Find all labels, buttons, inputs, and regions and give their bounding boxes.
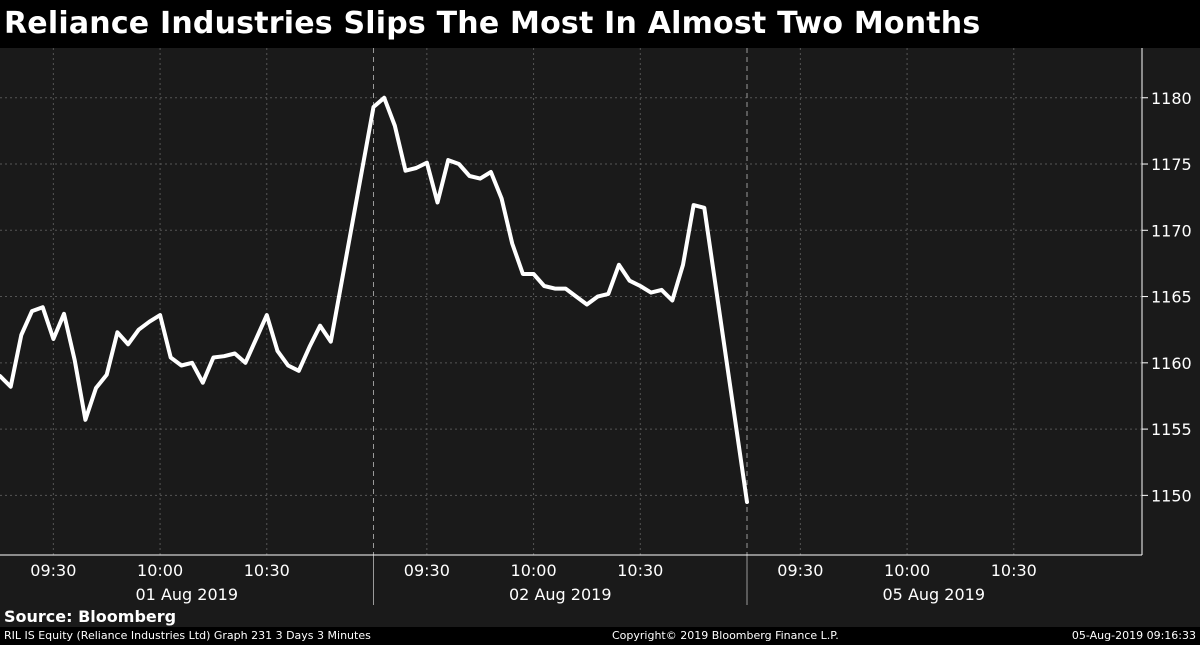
x-tick-label: 10:30	[617, 561, 663, 580]
grid-layer	[0, 48, 1142, 555]
y-tick-label: 1175	[1151, 155, 1192, 174]
title-bar: Reliance Industries Slips The Most In Al…	[0, 0, 1200, 48]
source-bar: Source: Bloomberg	[0, 605, 1200, 627]
footer-copyright: Copyright© 2019 Bloomberg Finance L.P.	[612, 629, 839, 642]
line-chart: 1150 1155 1160 1165 1170 1175 1180 09:30 10:00 10…	[0, 48, 1192, 605]
chart-title: Reliance Industries Slips The Most In Al…	[4, 6, 981, 41]
chart-area: 1150 1155 1160 1165 1170 1175 1180 09:30 10:00 10…	[0, 48, 1200, 605]
y-tick-label: 1170	[1151, 221, 1192, 240]
axis-layer: 1150 1155 1160 1165 1170 1175 1180 09:30 10:00 10…	[0, 48, 1192, 605]
source-label: Source: Bloomberg	[4, 607, 177, 626]
x-tick-label: 09:30	[777, 561, 823, 580]
y-tick-label: 1165	[1151, 288, 1192, 307]
footer-timestamp: 05-Aug-2019 09:16:33	[1071, 629, 1196, 642]
y-tick-label: 1160	[1151, 354, 1192, 373]
y-tick-label: 1180	[1151, 89, 1192, 108]
x-tick-label: 10:30	[991, 561, 1037, 580]
x-tick-label: 09:30	[30, 561, 76, 580]
day-label: 01 Aug 2019	[136, 585, 239, 604]
day-label: 02 Aug 2019	[509, 585, 612, 604]
footer-security-info: RIL IS Equity (Reliance Industries Ltd) …	[4, 629, 371, 642]
day-label: 05 Aug 2019	[883, 585, 986, 604]
x-tick-label: 10:00	[137, 561, 183, 580]
x-tick-label: 10:00	[884, 561, 930, 580]
x-tick-label: 10:00	[511, 561, 557, 580]
y-tick-label: 1150	[1151, 486, 1192, 505]
footer-bar: RIL IS Equity (Reliance Industries Ltd) …	[0, 627, 1200, 645]
x-tick-label: 10:30	[244, 561, 290, 580]
y-tick-label: 1155	[1151, 420, 1192, 439]
x-tick-label: 09:30	[404, 561, 450, 580]
series-layer	[0, 95, 749, 504]
